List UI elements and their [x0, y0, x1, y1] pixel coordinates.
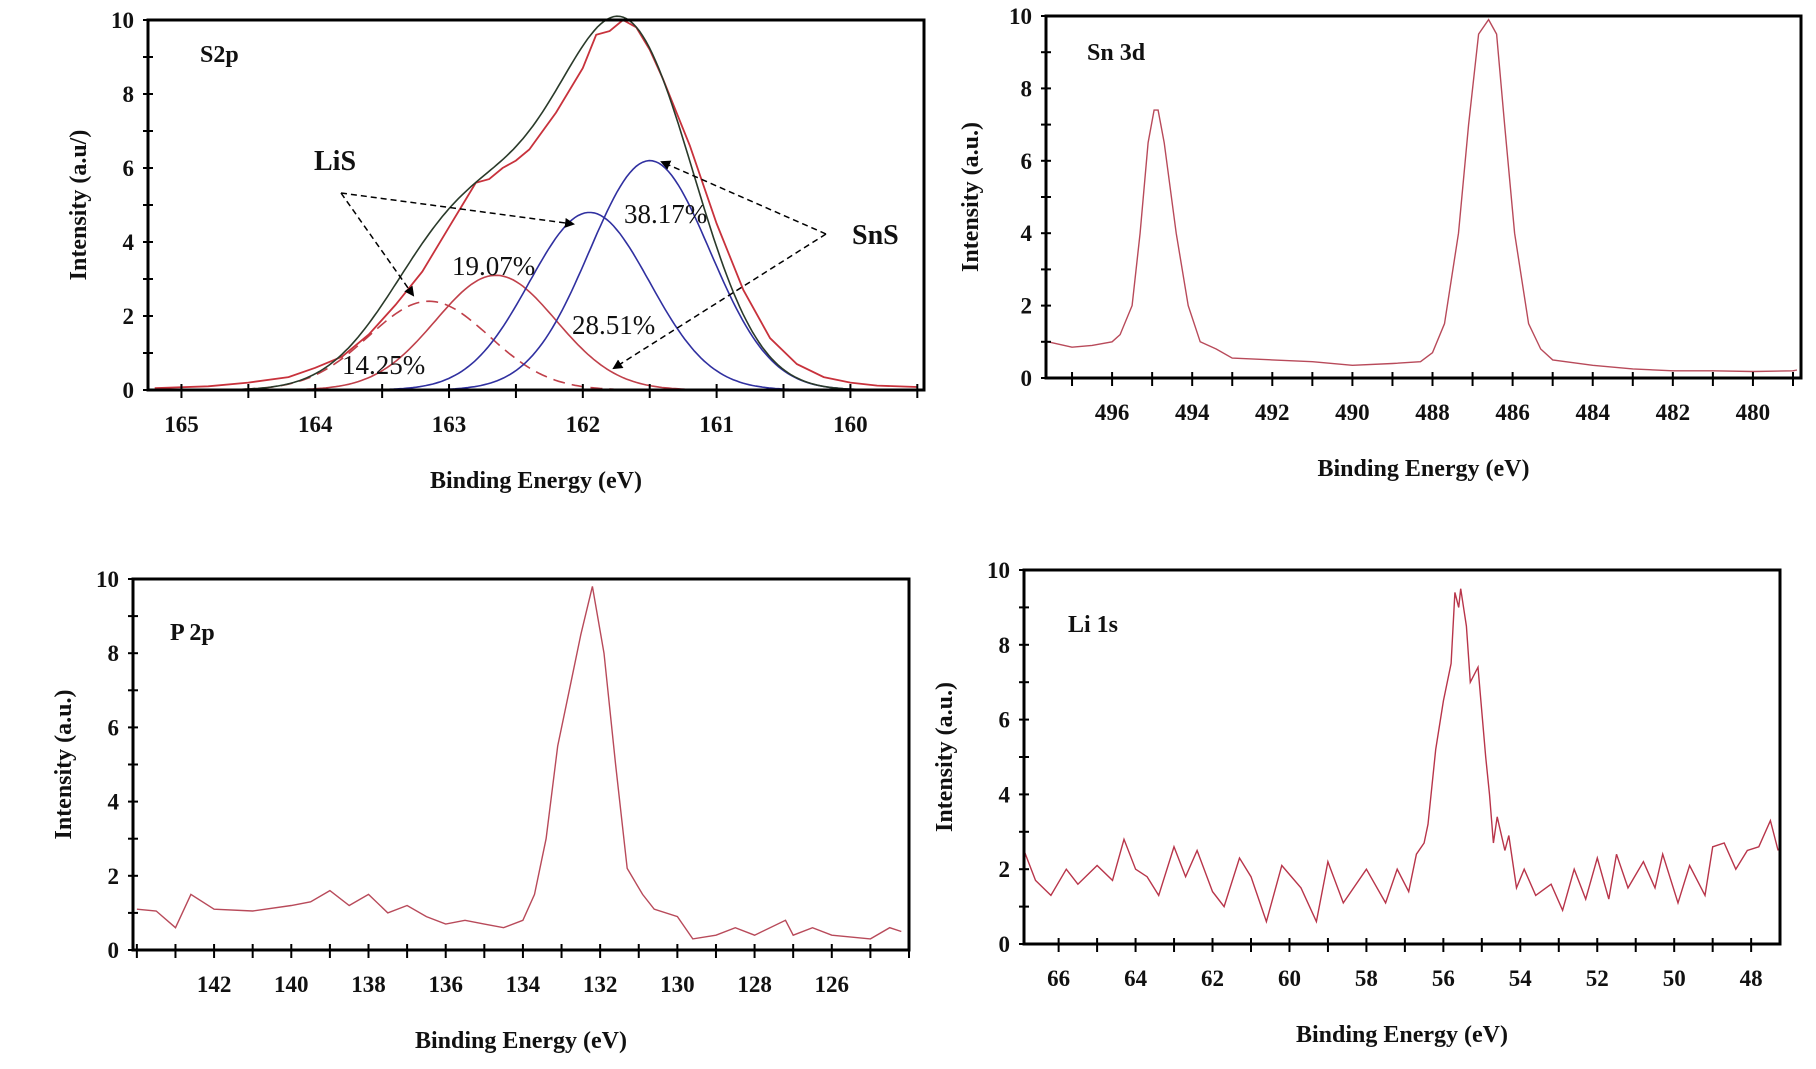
sns-arrow-2 — [612, 233, 827, 370]
y-tick-label: 6 — [108, 715, 120, 740]
y-tick-label: 10 — [987, 558, 1010, 583]
x-axis-title: Binding Energy (eV) — [1296, 1022, 1508, 1048]
y-tick-label: 2 — [108, 864, 120, 889]
y-axis-title: Intensity (a.u.) — [51, 689, 77, 839]
component-peak-3817 — [148, 159, 924, 391]
pct-label-28: 28.51% — [572, 310, 655, 340]
x-tick-label: 165 — [164, 412, 199, 437]
x-tick-label: 488 — [1415, 400, 1450, 425]
spectrum-line — [1023, 588, 1779, 924]
panel-label: P 2p — [170, 620, 215, 646]
x-tick-label: 48 — [1740, 966, 1763, 991]
y-tick-label: 0 — [1021, 366, 1033, 391]
x-tick-label: 162 — [566, 412, 601, 437]
panel-p2p: 142 140 138 136 134 132 130 128 126 0 2 4 6 8 10 Bindin… — [51, 567, 911, 1054]
x-tick-label: 486 — [1495, 400, 1530, 425]
pct-label-14: 14.25% — [342, 350, 425, 380]
panel-li1s: 66 64 62 60 58 56 54 52 50 48 0 2 4 6 8 10 Binding Energ… — [932, 558, 1782, 1048]
y-tick-label: 8 — [123, 82, 135, 107]
x-axis-title: Binding Energy (eV) — [430, 468, 642, 494]
x-tick-label: 494 — [1175, 400, 1210, 425]
lis-label: LiS — [314, 146, 356, 177]
x-tick-label: 130 — [660, 972, 695, 997]
y-tick-label: 2 — [999, 857, 1011, 882]
sns-label: SnS — [852, 220, 899, 251]
x-tick-label: 480 — [1736, 400, 1771, 425]
y-axis-title: Intensity (a.u.) — [932, 682, 958, 832]
y-tick-label: 8 — [1021, 76, 1033, 101]
x-tick-label: 54 — [1509, 966, 1533, 991]
panel-label: Sn 3d — [1087, 40, 1146, 66]
plot-frame — [1022, 568, 1782, 946]
panel-label: S2p — [200, 42, 239, 68]
y-tick-label: 8 — [999, 633, 1011, 658]
panel-s2p: 165 164 163 162 161 160 0 2 4 6 8 10 Binding Energy … — [66, 8, 926, 494]
x-tick-label: 52 — [1586, 966, 1609, 991]
y-tick-label: 0 — [108, 938, 120, 963]
x-tick-label: 62 — [1201, 966, 1224, 991]
y-tick-label: 6 — [1021, 149, 1033, 174]
y-tick-label: 4 — [123, 230, 135, 255]
x-tick-label: 163 — [432, 412, 467, 437]
x-tick-label: 492 — [1255, 400, 1290, 425]
x-axis-title: Binding Energy (eV) — [415, 1028, 627, 1054]
y-tick-label: 4 — [999, 782, 1011, 807]
y-tick-label: 6 — [123, 156, 135, 181]
y-tick-label: 8 — [108, 641, 120, 666]
x-tick-label: 50 — [1663, 966, 1686, 991]
y-axis-title: Intensity (a.u/) — [66, 130, 92, 281]
y-tick-label: 6 — [999, 708, 1011, 733]
x-tick-label: 66 — [1047, 966, 1070, 991]
component-peak-2851 — [148, 211, 924, 391]
x-tick-label: 132 — [583, 972, 618, 997]
x-tick-label: 64 — [1124, 966, 1148, 991]
plot-frame — [1044, 14, 1803, 380]
x-tick-label: 142 — [197, 972, 232, 997]
x-tick-label: 128 — [737, 972, 772, 997]
panel-sn3d: 496 494 492 490 488 486 484 482 480 0 2 4 6 8 10 Bindin… — [958, 4, 1803, 482]
panel-label: Li 1s — [1068, 612, 1118, 638]
x-tick-label: 134 — [506, 972, 541, 997]
pct-label-19: 19.07% — [452, 251, 535, 281]
y-tick-label: 0 — [999, 932, 1011, 957]
experimental-spectrum-line — [154, 18, 918, 389]
pct-label-38: 38.17% — [624, 199, 707, 229]
y-tick-label: 0 — [123, 378, 135, 403]
y-tick-label: 2 — [1021, 294, 1033, 319]
x-tick-label: 138 — [351, 972, 386, 997]
x-tick-label: 60 — [1278, 966, 1301, 991]
component-peak-1907 — [148, 274, 924, 391]
y-tick-label: 4 — [1021, 221, 1033, 246]
plot-frame — [146, 18, 926, 392]
y-axis-title: Intensity (a.u.) — [958, 122, 984, 272]
y-tick-label: 10 — [1009, 4, 1032, 29]
x-tick-label: 58 — [1355, 966, 1378, 991]
x-tick-label: 56 — [1432, 966, 1455, 991]
spectrum-line — [136, 586, 902, 940]
plot-frame — [131, 577, 911, 952]
x-tick-label: 482 — [1656, 400, 1691, 425]
lis-arrow-1 — [340, 192, 415, 297]
s2p-annotations: LiS SnS 14.25% 19.07% 28.51% 38.17% — [314, 146, 899, 380]
y-tick-label: 2 — [123, 304, 135, 329]
x-tick-label: 136 — [428, 972, 463, 997]
x-tick-label: 484 — [1575, 400, 1610, 425]
x-tick-label: 140 — [274, 972, 309, 997]
component-peak-1425 — [148, 300, 924, 391]
x-tick-label: 496 — [1095, 400, 1130, 425]
x-tick-label: 490 — [1335, 400, 1370, 425]
x-axis-title: Binding Energy (eV) — [1317, 456, 1529, 482]
y-tick-label: 10 — [96, 567, 119, 592]
x-tick-label: 160 — [833, 412, 868, 437]
y-tick-label: 4 — [108, 790, 120, 815]
y-tick-label: 10 — [111, 8, 134, 33]
spectrum-line — [1047, 18, 1798, 373]
x-tick-label: 161 — [699, 412, 734, 437]
x-tick-label: 126 — [815, 972, 850, 997]
x-tick-label: 164 — [298, 412, 333, 437]
fit-envelope-line — [148, 15, 924, 391]
lis-arrow-2 — [340, 192, 575, 228]
